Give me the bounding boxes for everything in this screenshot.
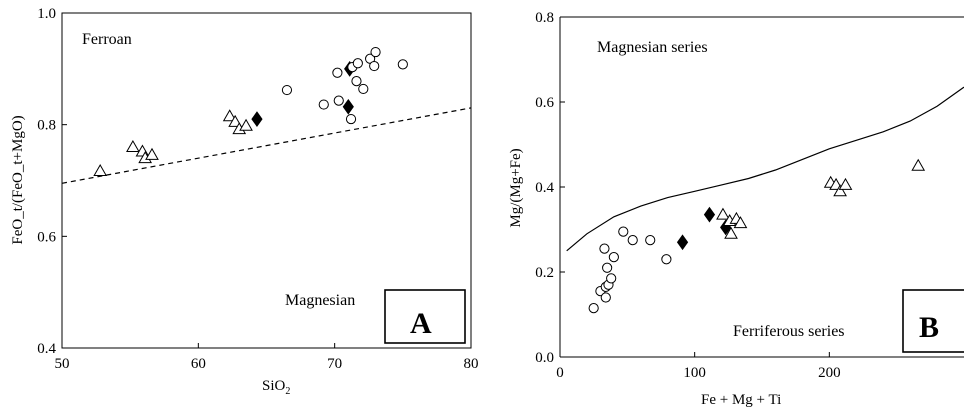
x-tick-label-b: 100 [683, 365, 706, 381]
x-axis-label-a-main: SiO [262, 378, 286, 394]
y-tick-label-a: 0.4 [37, 341, 56, 357]
circle-marker-b [606, 273, 617, 284]
circle-marker-a [358, 83, 369, 95]
circle-marker-a [332, 67, 343, 78]
x-tick-label-a: 60 [191, 356, 206, 372]
circle-marker-b [588, 303, 599, 314]
panel-label-box-b [902, 289, 964, 353]
circle-marker-a [370, 46, 381, 58]
y-axis-label-a: FeO_t/(FeO_t+MgO) [10, 115, 26, 244]
y-tick-label-a: 0.6 [37, 229, 56, 245]
y-tick-label-a: 0.8 [37, 118, 56, 134]
diamond-marker-b [703, 206, 716, 223]
panel-label-box-a [384, 289, 466, 344]
x-tick-label-a: 80 [464, 356, 479, 372]
panel-label-a: A [410, 307, 432, 340]
circle-marker-b [602, 262, 613, 273]
annotation-ferriferous-series: Ferriferous series [733, 323, 845, 340]
y-tick-label-b: 0.0 [535, 350, 554, 366]
y-tick-label-b: 0.4 [535, 180, 554, 196]
triangle-marker-b [733, 216, 748, 229]
diamond-marker-b [676, 234, 689, 251]
x-tick-label-b: 200 [818, 365, 841, 381]
circle-marker-b [645, 235, 656, 246]
triangle-marker-b [911, 158, 926, 171]
triangle-marker-a [228, 114, 243, 127]
points-b [588, 158, 926, 314]
circle-marker-a [351, 76, 362, 87]
circle-marker-a [369, 60, 380, 72]
points-a [93, 46, 408, 177]
circle-marker-a [352, 58, 363, 69]
circle-marker-b [627, 235, 638, 246]
plot-frame-a [61, 12, 472, 349]
circle-marker-b [600, 292, 611, 303]
circle-marker-a [397, 59, 408, 70]
panel-label-b: B [919, 311, 939, 344]
circle-marker-b [608, 252, 619, 263]
diamond-marker-a [251, 111, 263, 127]
y-tick-label-a: 1.0 [37, 6, 56, 22]
boundary-line-b [566, 86, 964, 252]
triangle-marker-b [724, 226, 738, 239]
boundary-line-a [61, 107, 472, 184]
ticks-b: 0 100 200 0.0 0.2 0.4 0.6 0.8 [535, 10, 840, 381]
boundary-b [566, 86, 964, 252]
annotation-magnesian: Magnesian [285, 292, 355, 309]
x-axis-label-a: SiO2 [262, 378, 290, 397]
circle-marker-a [345, 113, 357, 125]
triangle-marker-a [145, 147, 159, 160]
diamond-marker-a [342, 98, 354, 115]
ticks-a: 50 60 70 80 0.4 0.6 0.8 1.0 [37, 6, 478, 372]
panel-a: 50 60 70 80 0.4 0.6 0.8 1.0 Ferroan Magnesian A… [10, 6, 479, 397]
triangle-marker-a [222, 109, 237, 122]
y-axis-label-b: Mg/(Mg+Fe) [508, 148, 524, 227]
y-tick-label-b: 0.8 [535, 10, 554, 26]
boundary-a [61, 107, 472, 184]
circle-marker-a [281, 84, 293, 96]
x-tick-label-a: 50 [55, 356, 70, 372]
x-tick-label-b: 0 [556, 365, 564, 381]
circle-marker-b [618, 226, 629, 237]
triangle-marker-a [239, 118, 253, 131]
triangle-marker-b [833, 184, 847, 197]
triangle-marker-b [838, 177, 853, 190]
circle-marker-a [318, 99, 329, 110]
y-tick-label-b: 0.6 [535, 95, 554, 111]
x-axis-label-b: Fe + Mg + Ti [701, 392, 781, 408]
annotation-ferroan: Ferroan [82, 31, 132, 48]
triangle-marker-a [93, 164, 108, 177]
annotation-magnesian-series: Magnesian series [597, 39, 708, 56]
x-axis-label-a-sub: 2 [285, 386, 290, 397]
y-tick-label-b: 0.2 [535, 265, 554, 281]
circle-marker-a [333, 95, 344, 106]
triangle-marker-b [716, 207, 730, 220]
triangle-marker-a [126, 139, 140, 152]
circle-marker-b [599, 243, 610, 254]
circle-marker-b [661, 254, 672, 265]
x-tick-label-a: 70 [327, 356, 342, 372]
